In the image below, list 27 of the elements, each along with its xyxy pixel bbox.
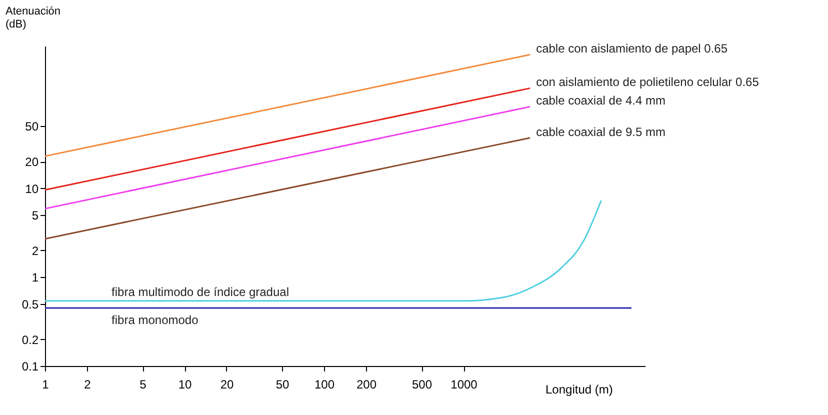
y-tick-label: 20 (25, 155, 39, 170)
series-label: fibra multimodo de índice gradual (112, 284, 289, 299)
y-tick-label: 0.5 (22, 297, 39, 312)
y-tick-label: 10 (25, 182, 39, 196)
series-label: cable con aislamiento de papel 0.65 (536, 42, 728, 56)
x-tick-label: 2 (84, 378, 92, 392)
x-axis-title: Longitud (m) (546, 382, 613, 396)
series-label: con aislamiento de polietileno celular 0.65 (536, 75, 760, 90)
series-label: fibra monomodo (112, 312, 199, 327)
series-label: cable coaxial de 4.4 mm (536, 94, 666, 108)
x-tick-label: 1000 (450, 378, 478, 392)
x-tick-label: 200 (356, 378, 377, 392)
y-tick-label: 1 (32, 270, 39, 285)
x-tick-label: 50 (276, 378, 290, 392)
x-tick-label: 500 (412, 378, 432, 392)
x-tick-label: 5 (140, 378, 147, 392)
y-tick-label: 2 (32, 244, 39, 258)
x-tick-label: 100 (314, 378, 335, 392)
series-label: cable coaxial de 9.5 mm (536, 124, 666, 139)
y-axis-title: Atenuación (dB) (6, 6, 61, 30)
y-tick-label: 50 (25, 120, 39, 134)
x-tick-label: 20 (220, 378, 234, 392)
y-tick-label: 0.2 (22, 332, 39, 347)
y-tick-label: 0.1 (22, 360, 39, 374)
y-tick-label: 5 (32, 208, 39, 223)
x-tick-label: 1 (42, 378, 50, 392)
x-tick-label: 10 (178, 378, 192, 392)
